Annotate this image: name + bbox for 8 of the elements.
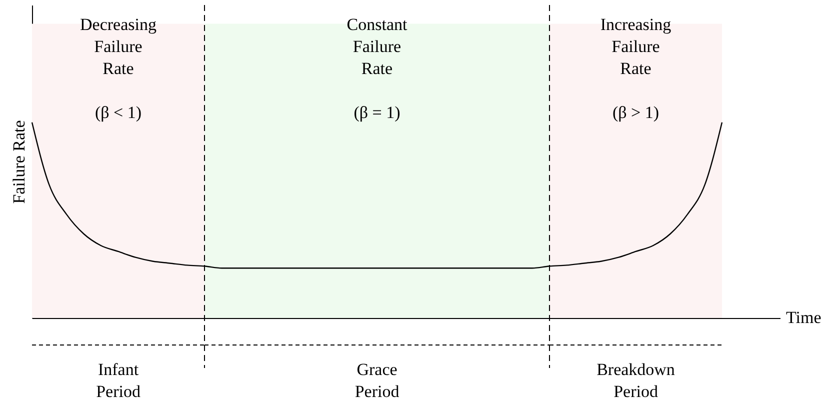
text: Increasing Failure Rate (β > 1) [600, 15, 672, 122]
text: Decreasing Failure Rate (β < 1) [80, 15, 156, 122]
text: Grace Period [354, 360, 400, 401]
text: Constant Failure Rate (β = 1) [346, 15, 408, 122]
x-axis-title: Time [786, 308, 822, 327]
text: Infant Period [96, 360, 141, 401]
y-axis-title: Failure Rate [10, 120, 28, 204]
text: Breakdown Period [596, 360, 676, 401]
